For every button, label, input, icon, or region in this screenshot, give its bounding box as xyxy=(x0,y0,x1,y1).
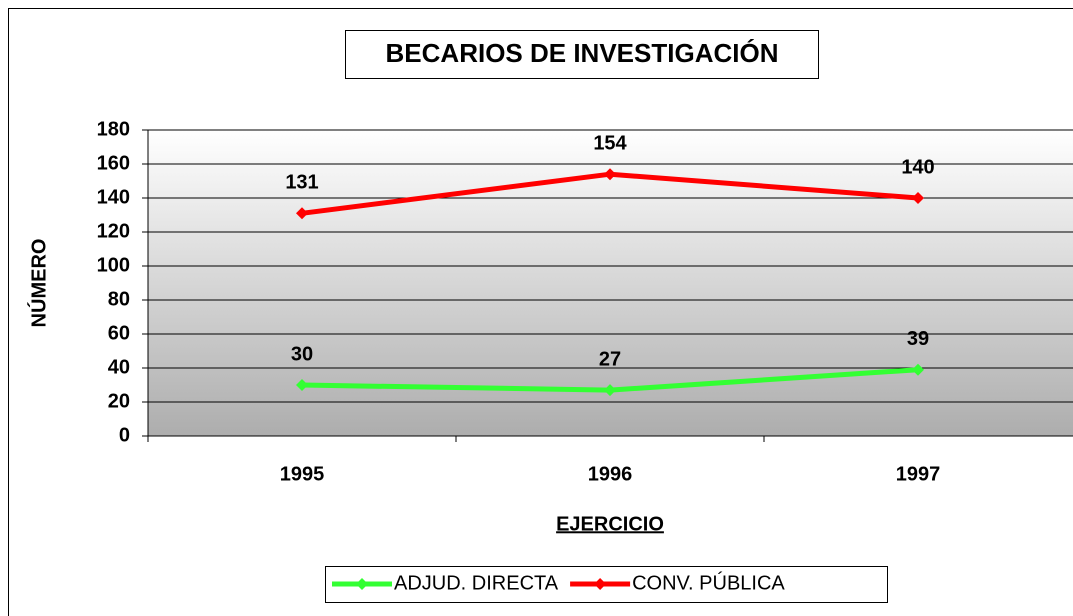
data-label: 39 xyxy=(907,328,929,350)
y-tick-label: 40 xyxy=(108,356,130,378)
y-tick-label: 180 xyxy=(97,118,130,140)
y-axis-label: NÚMERO xyxy=(26,239,50,328)
y-tick-label: 0 xyxy=(119,424,130,446)
x-tick-label: 1997 xyxy=(896,463,941,485)
x-tick-label: 1996 xyxy=(588,463,633,485)
y-tick-label: 160 xyxy=(97,152,130,174)
marker xyxy=(912,192,924,204)
data-label: 30 xyxy=(291,343,313,365)
y-tick-label: 60 xyxy=(108,322,130,344)
marker xyxy=(604,384,616,397)
y-tick-label: 100 xyxy=(97,254,130,276)
legend-label: ADJUD. DIRECTA xyxy=(394,572,559,594)
legend-label: CONV. PÚBLICA xyxy=(632,571,785,594)
marker xyxy=(296,379,308,391)
y-tick-label: 120 xyxy=(97,220,130,242)
chart-title: BECARIOS DE INVESTIGACIÓN xyxy=(386,38,779,68)
x-tick-label: 1995 xyxy=(280,463,325,485)
legend-marker xyxy=(594,578,607,590)
x-axis-label: EJERCICIO xyxy=(556,513,664,535)
data-label: 154 xyxy=(593,132,627,154)
y-tick-label: 20 xyxy=(108,390,130,412)
legend-marker xyxy=(356,578,368,590)
data-label: 131 xyxy=(285,172,318,194)
marker xyxy=(296,207,308,220)
title-box xyxy=(345,30,819,79)
y-tick-label: 140 xyxy=(97,186,130,208)
marker xyxy=(604,168,616,181)
data-label: 27 xyxy=(599,348,621,370)
marker xyxy=(912,363,924,376)
data-label: 140 xyxy=(901,156,934,178)
y-tick-label: 80 xyxy=(108,288,130,310)
